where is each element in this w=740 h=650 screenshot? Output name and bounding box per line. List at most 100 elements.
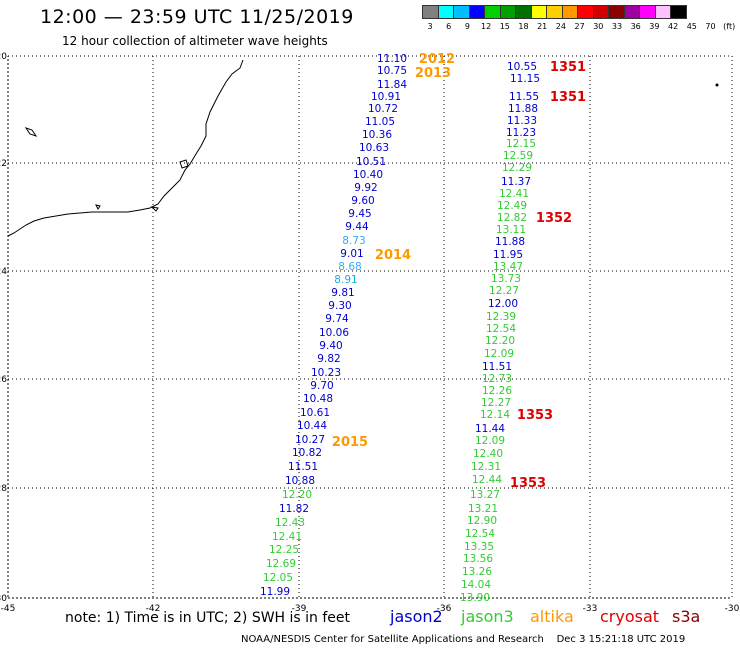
swh-label: 11.51: [288, 461, 318, 473]
swh-label: 10.72: [368, 103, 398, 115]
lat-label: -30: [0, 594, 7, 604]
swh-label: 10.63: [359, 142, 389, 154]
swh-label: 12.43: [275, 517, 305, 529]
lat-label: -28: [0, 484, 7, 494]
data-point: [715, 83, 719, 87]
swh-label: 13.90: [460, 592, 490, 604]
swh-label: 9.92: [354, 182, 377, 194]
swh-label: 12.05: [263, 572, 293, 584]
colorbar-label: 70: [705, 22, 716, 31]
swh-label: 9.81: [331, 287, 354, 299]
swh-label: 11.84: [377, 79, 407, 91]
legend-jason2: jason2: [390, 607, 443, 626]
legend-s3a: s3a: [672, 607, 701, 626]
swh-label: 11.10: [377, 53, 407, 65]
footer-timestamp: Dec 3 15:21:18 UTC 2019: [556, 634, 686, 645]
legend-cryosat: cryosat: [600, 607, 660, 626]
swh-label: 12.31: [471, 461, 501, 473]
swh-label: 11.15: [510, 73, 540, 85]
swh-label: 10.75: [377, 65, 407, 77]
swh-label: 13.56: [463, 553, 493, 565]
lon-label: -33: [583, 604, 598, 614]
swh-label: 8.73: [342, 235, 365, 247]
colorbar-label: 45: [686, 22, 697, 31]
swh-label: 10.51: [356, 156, 386, 168]
swh-label: 11.05: [365, 116, 395, 128]
axis-labels: -45 -42 -39 -36 -33 -30 -20 -22 -24 -26 -28 -30: [0, 52, 740, 614]
lon-label: -30: [725, 604, 740, 614]
swh-label: 10.88: [285, 475, 315, 487]
swh-label: 12.27: [481, 397, 511, 409]
swh-label: 13.35: [464, 541, 494, 553]
pass-time-label: 2014: [375, 248, 411, 263]
swh-label: 8.68: [338, 261, 361, 273]
pass-time-label: 2015: [332, 435, 368, 450]
swh-label: 12.09: [475, 435, 505, 447]
colorbar-label: 9: [464, 22, 470, 31]
swh-label: 12.49: [497, 200, 527, 212]
swh-label: 9.70: [310, 380, 333, 392]
swh-label: 12.20: [485, 335, 515, 347]
pass-time-label: 1351: [550, 60, 586, 75]
swh-label: 8.91: [334, 274, 357, 286]
swh-label: 13.11: [496, 224, 526, 236]
legend-jason3: jason3: [461, 607, 514, 626]
map-grid: [7, 55, 733, 599]
colorbar-cell: [670, 5, 687, 19]
swh-label: 11.88: [495, 236, 525, 248]
swh-label: 10.27: [295, 434, 325, 446]
swh-label: 12.90: [467, 515, 497, 527]
swh-label: 12.41: [272, 531, 302, 543]
swh-label: 9.45: [348, 208, 371, 220]
legend-altika: altika: [530, 607, 574, 626]
pass-time-label: 1353: [517, 408, 553, 423]
swh-label: 12.00: [488, 298, 518, 310]
swh-label: 10.55: [507, 61, 537, 73]
lat-label: -22: [0, 159, 7, 169]
swh-label: 12.27: [489, 285, 519, 297]
swh-label: 11.44: [475, 423, 505, 435]
pass-time-label: 1353: [510, 476, 546, 491]
swh-label: 12.73: [482, 373, 512, 385]
swh-label: 10.91: [371, 91, 401, 103]
swh-label: 11.99: [260, 586, 290, 598]
lon-label: -45: [1, 604, 16, 614]
colorbar-label: 6: [446, 22, 452, 31]
colorbar-label: 21: [537, 22, 548, 31]
island: [95, 204, 101, 210]
footer: NOAA/NESDIS Center for Satellite Applica…: [241, 634, 685, 645]
colorbar-label: 42: [668, 22, 679, 31]
swh-label: 10.36: [362, 129, 392, 141]
map-subtitle: 12 hour collection of altimeter wave hei…: [62, 34, 328, 48]
swh-label: 11.23: [506, 127, 536, 139]
swh-label: 11.95: [493, 249, 523, 261]
colorbar-label: 27: [574, 22, 585, 31]
swh-label: 12.15: [506, 138, 536, 150]
swh-label: 10.40: [353, 169, 383, 181]
lon-label: -36: [437, 604, 452, 614]
swh-label: 11.33: [507, 115, 537, 127]
coastline: [7, 59, 244, 237]
swh-label: 13.47: [493, 261, 523, 273]
island: [179, 159, 189, 169]
island: [24, 127, 38, 137]
swh-label: 10.82: [292, 447, 322, 459]
swh-label: 10.06: [319, 327, 349, 339]
pass-time-label: 2012: [419, 52, 455, 67]
island: [150, 206, 159, 212]
swh-label: 11.37: [501, 176, 531, 188]
swh-label: 9.44: [345, 221, 369, 233]
lat-label: -24: [0, 267, 7, 277]
colorbar-label: 36: [630, 22, 641, 31]
colorbar: [422, 5, 687, 19]
swh-label: 13.26: [462, 566, 492, 578]
pass-time-label: 2013: [415, 66, 451, 81]
swh-label: 13.21: [468, 503, 498, 515]
lon-label: -42: [146, 604, 161, 614]
swh-label: 10.61: [300, 407, 330, 419]
swh-label: 11.55: [509, 91, 539, 103]
colorbar-label: 18: [518, 22, 529, 31]
swh-label: 12.41: [499, 188, 529, 200]
